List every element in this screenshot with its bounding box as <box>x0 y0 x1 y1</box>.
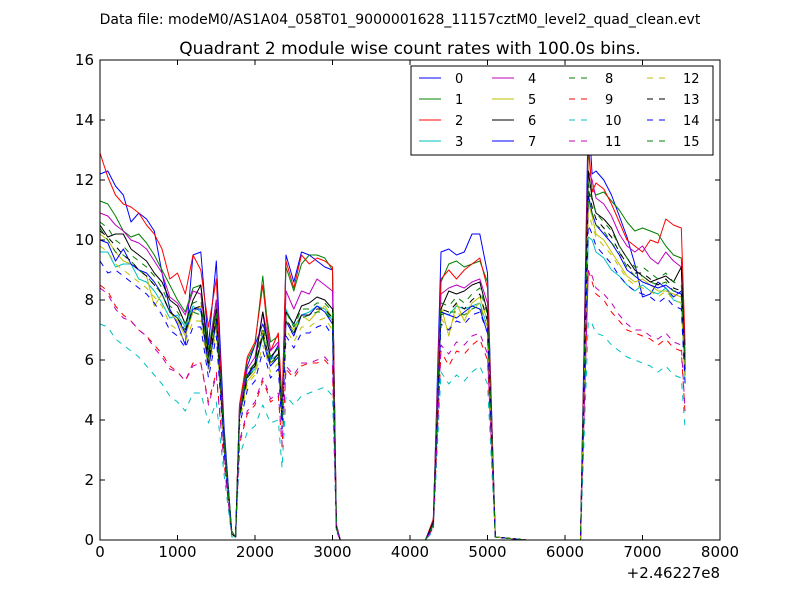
y-tick-label: 8 <box>84 291 94 309</box>
y-tick-label: 10 <box>75 231 94 249</box>
x-tick-label: 7000 <box>623 543 661 561</box>
legend-label-15: 15 <box>683 135 700 150</box>
legend-label-13: 13 <box>683 93 700 108</box>
y-tick-label: 2 <box>84 471 94 489</box>
y-tick-label: 14 <box>75 111 94 129</box>
series-line-1 <box>99 149 686 541</box>
series-line-11 <box>99 269 686 541</box>
legend-label-9: 9 <box>605 93 613 108</box>
y-tick-label: 12 <box>75 171 94 189</box>
figure-suptitle: Data file: modeM0/AS1A04_058T01_90000016… <box>100 12 701 28</box>
series-line-8 <box>99 197 686 541</box>
legend-label-2: 2 <box>455 114 463 129</box>
legend-label-8: 8 <box>605 72 613 87</box>
legend-label-4: 4 <box>528 72 536 87</box>
series-line-6 <box>99 170 686 541</box>
series-line-10 <box>99 320 686 541</box>
x-tick-label: 2000 <box>236 543 274 561</box>
x-tick-label: 3000 <box>313 543 351 561</box>
series-line-12 <box>99 212 686 541</box>
series-line-7 <box>99 194 686 541</box>
legend-label-1: 1 <box>455 93 463 108</box>
y-tick-label: 0 <box>84 531 94 549</box>
legend-label-14: 14 <box>683 114 700 129</box>
legend-label-0: 0 <box>455 72 463 87</box>
chart-title: Quadrant 2 module wise count rates with … <box>179 39 640 59</box>
x-axis: 0 1000 2000 3000 4000 5000 6000 7000 8000 <box>95 60 739 561</box>
series-layer <box>99 110 686 541</box>
series-line-3 <box>100 236 686 541</box>
x-tick-label: 5000 <box>468 543 506 561</box>
x-tick-label: 1000 <box>158 543 196 561</box>
legend-frame <box>410 65 714 156</box>
legend-label-6: 6 <box>528 114 536 129</box>
series-line-5 <box>99 203 686 541</box>
legend-label-11: 11 <box>605 135 622 150</box>
series-line-9 <box>99 269 686 541</box>
legend-label-3: 3 <box>455 135 463 150</box>
legend-label-5: 5 <box>528 93 536 108</box>
legend-label-7: 7 <box>528 135 536 150</box>
y-tick-label: 16 <box>75 51 94 69</box>
legend-label-10: 10 <box>605 114 622 129</box>
x-offset-label: +2.46227e8 <box>627 564 720 582</box>
x-tick-label: 4000 <box>391 543 429 561</box>
x-tick-label: 8000 <box>701 543 739 561</box>
legend-label-12: 12 <box>683 72 700 87</box>
y-tick-label: 4 <box>84 411 94 429</box>
y-tick-label: 6 <box>84 351 94 369</box>
x-tick-label: 6000 <box>546 543 584 561</box>
series-line-0 <box>99 110 686 541</box>
series-line-2 <box>99 140 686 541</box>
series-line-15 <box>99 182 686 541</box>
series-line-14 <box>99 224 686 541</box>
x-tick-label: 0 <box>95 543 105 561</box>
series-line-4 <box>99 170 686 541</box>
series-line-13 <box>99 188 686 541</box>
